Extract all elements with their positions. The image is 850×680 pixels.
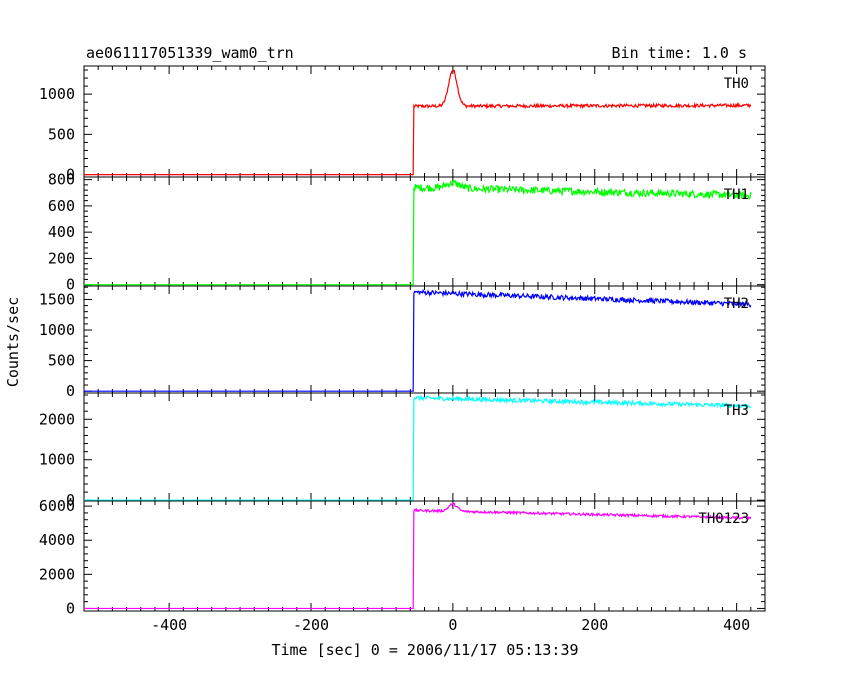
x-tick-label: -200 <box>293 616 329 634</box>
panel-frame <box>83 392 766 502</box>
panels-layer: 0 500 1000 TH0 0 200 400 600 800 TH1 0 500 1000 1500 T… <box>39 65 766 617</box>
panel-th1: 0 200 400 600 800 TH1 <box>48 171 766 294</box>
y-tick-label: 1000 <box>39 451 75 469</box>
panel-label: TH0 <box>724 76 749 92</box>
x-tick-label: -400 <box>151 616 187 634</box>
y-tick-label: 0 <box>66 491 75 509</box>
y-tick-label: 6000 <box>39 497 75 515</box>
x-axis-title: Time [sec] 0 = 2006/11/17 05:13:39 <box>271 641 578 659</box>
panel-th0123: 0 2000 4000 6000 TH0123 <box>39 497 766 617</box>
y-tick-label: 500 <box>48 352 75 370</box>
panel-th2: 0 500 1000 1500 TH2 <box>39 285 766 400</box>
chart-title: ae061117051339_wam0_trn <box>86 44 294 62</box>
y-tick-label: 1000 <box>39 321 75 339</box>
panel-th3: 0 1000 2000 TH3 <box>39 392 766 509</box>
panel-label: TH0123 <box>698 511 749 527</box>
y-tick-label: 800 <box>48 171 75 189</box>
series-th2 <box>84 288 752 392</box>
panel-th0: 0 500 1000 TH0 <box>39 65 766 184</box>
panel-label: TH1 <box>724 187 749 203</box>
y-tick-label: 4000 <box>39 531 75 549</box>
y-tick-label: 1500 <box>39 290 75 308</box>
x-tick-label: 200 <box>581 616 608 634</box>
panel-frame <box>83 65 766 178</box>
y-tick-label: 0 <box>66 166 75 184</box>
bin-time-label: Bin time: 1.0 s <box>612 44 747 62</box>
y-tick-label: 600 <box>48 197 75 215</box>
series-th0 <box>84 69 752 176</box>
panel-label: TH3 <box>724 403 749 419</box>
y-tick-label: 1000 <box>39 85 75 103</box>
x-tick-label: 400 <box>723 616 750 634</box>
series-th0123 <box>84 502 752 610</box>
y-axis-title: Counts/sec <box>4 297 22 387</box>
y-tick-label: 200 <box>48 249 75 267</box>
series-th3 <box>84 394 752 501</box>
x-tick-label: 0 <box>448 616 457 634</box>
y-tick-label: 400 <box>48 223 75 241</box>
y-tick-label: 0 <box>66 276 75 294</box>
series-th1 <box>84 179 752 286</box>
y-tick-label: 0 <box>66 382 75 400</box>
y-tick-label: 500 <box>48 125 75 143</box>
y-tick-label: 2000 <box>39 410 75 428</box>
y-tick-label: 0 <box>66 599 75 617</box>
y-tick-label: 2000 <box>39 565 75 583</box>
x-tick-labels: -400 -200 0 200 400 <box>151 616 750 634</box>
panel-label: TH2 <box>724 296 749 312</box>
